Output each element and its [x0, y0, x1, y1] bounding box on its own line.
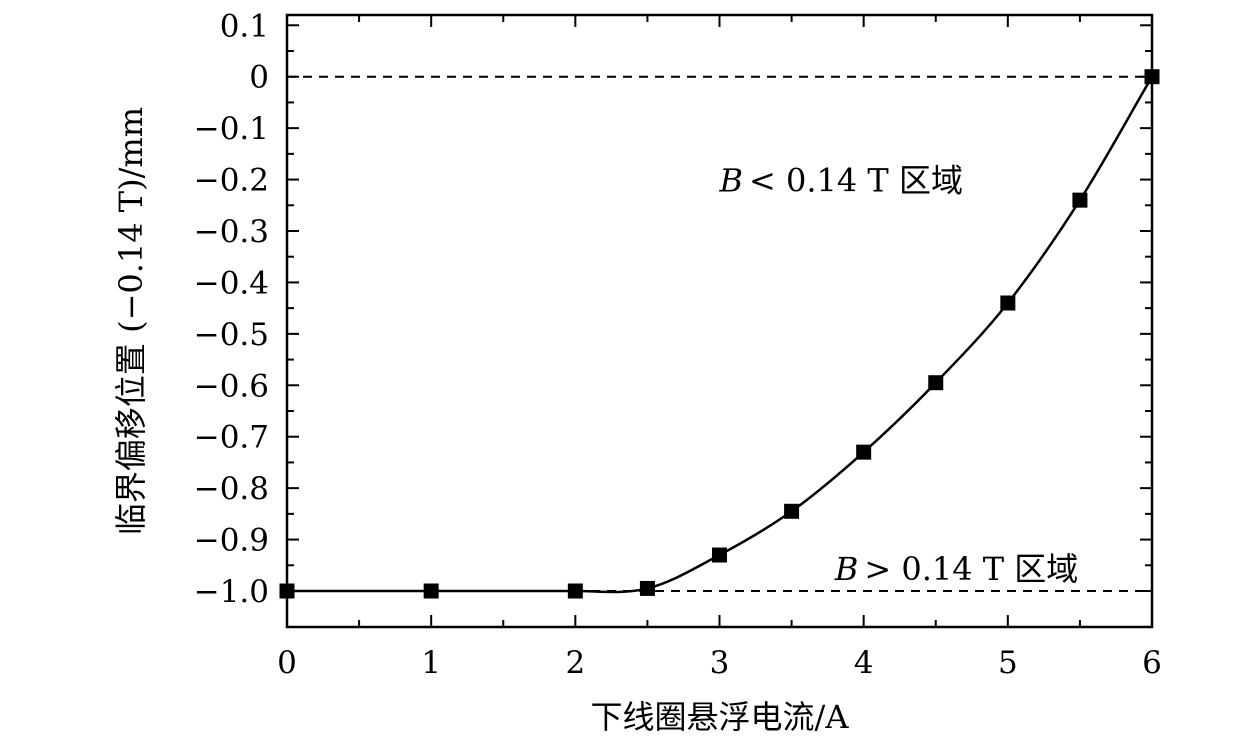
axes-layer: 0 1 2 3 4 5 6 0.1 0 −0.1 −0.2 −0.3 −0.4 −0.5 −0.6 −0.7 −… — [194, 8, 1162, 681]
annotation-text: < 0.14 T 区域 — [749, 162, 963, 200]
x-tick-label: 1 — [421, 645, 441, 681]
data-point-marker — [928, 375, 944, 391]
y-tick-label: −1.0 — [194, 574, 269, 610]
y-tick-label: −0.4 — [194, 265, 269, 301]
series-curve — [287, 76, 1154, 594]
data-point-marker — [1000, 295, 1016, 311]
data-point-marker — [1072, 192, 1088, 208]
y-tick-label: −0.1 — [194, 111, 269, 147]
marker-layer — [279, 69, 1160, 599]
x-tick-label: 2 — [565, 645, 585, 681]
y-tick-label: −0.7 — [194, 420, 269, 456]
x-tick-label: 6 — [1142, 645, 1162, 681]
y-tick-label: −0.9 — [194, 523, 269, 559]
reference-lines — [287, 75, 1152, 592]
x-axis-title: 下线圈悬浮电流/A — [591, 698, 850, 736]
data-point-marker — [856, 444, 872, 460]
y-tick-label: 0.1 — [220, 8, 269, 44]
x-tick-label: 5 — [998, 645, 1018, 681]
x-tick-label: 4 — [854, 645, 874, 681]
curve-layer — [287, 76, 1154, 594]
annotation-variable: B — [719, 162, 744, 200]
region-annotation: B < 0.14 T 区域 — [719, 162, 963, 200]
region-annotation: B > 0.14 T 区域 — [834, 550, 1078, 588]
y-tick-label: 0 — [249, 60, 269, 96]
data-point-marker — [784, 503, 800, 519]
data-point-marker — [423, 583, 439, 599]
y-axis-title: 临界偏移位置 (−0.14 T)/mm — [112, 107, 150, 535]
y-tick-label: −0.6 — [194, 368, 269, 404]
x-tick-label: 3 — [710, 645, 730, 681]
y-tick-label: −0.5 — [194, 317, 269, 353]
data-point-marker — [639, 580, 655, 596]
annotation-layer: B < 0.14 T 区域B > 0.14 T 区域 — [719, 162, 1079, 588]
plot-frame — [285, 13, 1154, 629]
data-point-marker — [712, 547, 727, 563]
annotation-text: > 0.14 T 区域 — [864, 550, 1078, 588]
data-point-marker — [567, 583, 583, 599]
y-tick-label: −0.3 — [194, 214, 269, 250]
annotation-variable: B — [834, 550, 859, 588]
y-tick-label: −0.2 — [194, 163, 269, 199]
x-tick-label: 0 — [277, 645, 297, 681]
y-tick-label: −0.8 — [194, 471, 269, 507]
